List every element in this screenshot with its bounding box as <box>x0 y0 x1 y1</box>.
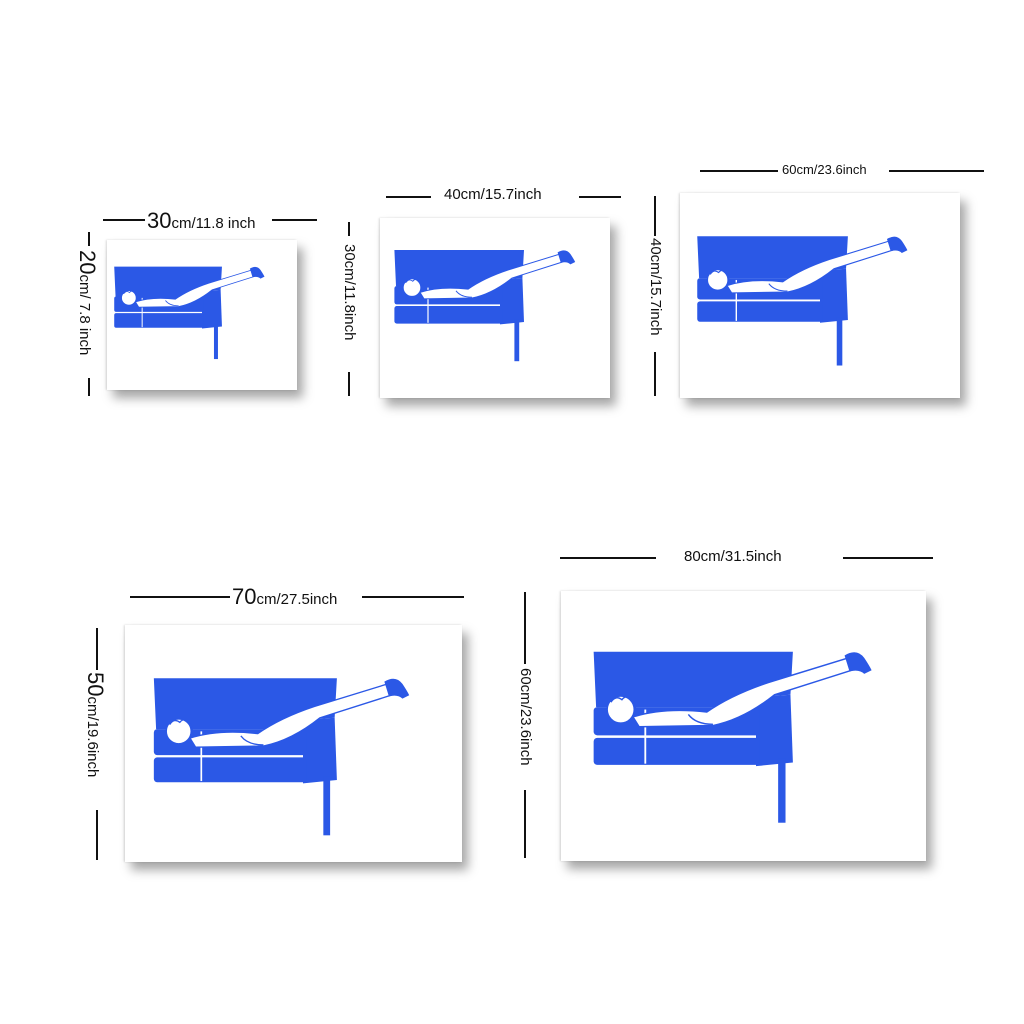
canvas-60x40 <box>680 193 960 398</box>
canvas-80x60 <box>561 591 926 861</box>
artwork-icon <box>107 250 297 383</box>
canvas-30x20 <box>107 240 297 390</box>
height-label-30: 30cm/11.8inch <box>341 244 358 341</box>
width-label-40: 40cm/15.7inch <box>444 186 542 203</box>
width-label-30: 30cm/11.8 inch <box>147 208 256 233</box>
width-label-70: 70cm/27.5inch <box>232 584 338 609</box>
width-label-80: 80cm/31.5inch <box>684 548 782 565</box>
canvas-40x30 <box>380 218 610 398</box>
artwork-icon <box>571 621 926 861</box>
artwork-icon <box>133 650 462 862</box>
height-label-50: 50cm/19.6inch <box>83 672 108 778</box>
height-label-20: 20cm/ 7.8 inch <box>75 250 100 356</box>
artwork-icon <box>380 230 610 390</box>
height-label-60: 60cm/23.6inch <box>517 668 534 766</box>
height-label-40: 40cm/15.7inch <box>647 238 664 336</box>
canvas-70x50 <box>125 625 462 862</box>
artwork-icon <box>680 213 960 398</box>
width-label-60: 60cm/23.6inch <box>782 162 867 177</box>
